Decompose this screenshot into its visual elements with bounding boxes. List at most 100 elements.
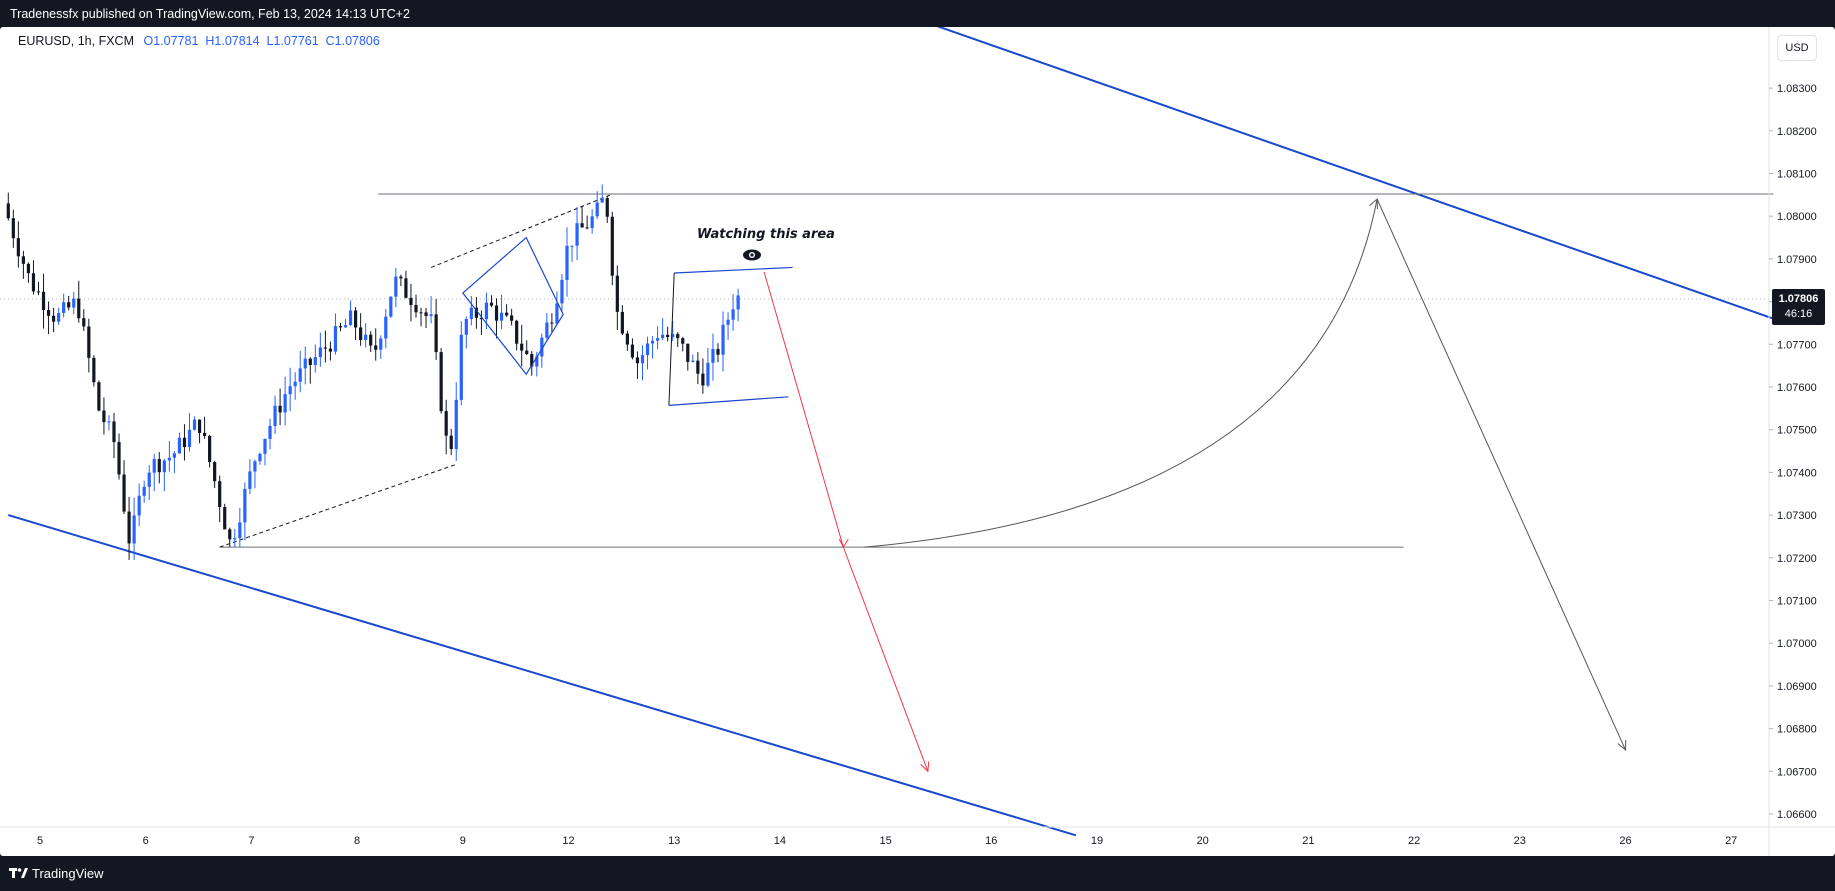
- candle-body: [298, 368, 302, 382]
- candle-bullish: [187, 413, 192, 452]
- candle-bullish: [459, 321, 463, 406]
- candle-bearish: [676, 332, 680, 347]
- candles-layer: [6, 184, 740, 560]
- candle-body: [313, 357, 317, 365]
- candle-body: [343, 325, 348, 328]
- footer-bar: TradingView: [0, 856, 1835, 891]
- candle-bullish: [293, 372, 297, 400]
- drawings-back-layer: [8, 27, 1774, 837]
- candle-body: [585, 227, 589, 229]
- candle-body: [364, 334, 368, 340]
- chart-panel[interactable]: Watching this area 1.08300 1.08200 1.08100…: [0, 27, 1835, 856]
- candle-body: [484, 302, 489, 320]
- candle-bullish: [318, 332, 322, 367]
- candle-body: [681, 338, 685, 344]
- price-tick-label: 1.07500: [1777, 425, 1817, 437]
- time-tick-label: 7: [248, 835, 254, 847]
- candle-body: [464, 319, 468, 335]
- candle-bearish: [359, 313, 363, 346]
- candle-bearish: [610, 211, 614, 286]
- chart-canvas[interactable]: Watching this area 1.08300 1.08200 1.08100…: [0, 27, 1835, 856]
- candle-body: [41, 291, 46, 310]
- candle-bullish: [343, 319, 348, 328]
- candle-bearish: [515, 319, 519, 351]
- candle-bearish: [36, 282, 41, 296]
- candle-bearish: [308, 357, 312, 384]
- candle-bullish: [691, 354, 695, 363]
- candle-body: [283, 394, 287, 413]
- price-tick-label: 1.07600: [1777, 382, 1817, 394]
- candle-body: [177, 437, 182, 454]
- candle-bullish: [560, 274, 564, 312]
- symbol-legend[interactable]: EURUSD, 1h, FXCM O1.07781 H1.07814 L1.07…: [18, 34, 380, 48]
- symbol-label[interactable]: EURUSD, 1h, FXCM: [18, 34, 134, 48]
- candle-body: [580, 223, 584, 228]
- candle-body: [404, 278, 408, 298]
- candle-bullish: [545, 313, 549, 340]
- candle-body: [21, 256, 25, 264]
- candle-body: [187, 429, 192, 448]
- candle-bullish: [389, 296, 393, 318]
- candle-bearish: [550, 313, 554, 333]
- candle-bearish: [67, 295, 71, 311]
- candle-body: [545, 322, 549, 338]
- candle-body: [454, 399, 458, 450]
- candle-bullish: [268, 418, 272, 450]
- candle-bullish: [655, 326, 660, 350]
- tradingview-logo-icon[interactable]: [9, 866, 29, 883]
- candle-body: [112, 421, 116, 443]
- candle-body: [51, 315, 56, 322]
- candle-body: [303, 358, 307, 369]
- candle-bullish: [565, 227, 569, 297]
- price-tick-label: 1.07200: [1777, 553, 1817, 565]
- candle-bearish: [414, 294, 418, 318]
- candle-bullish: [661, 318, 665, 341]
- candle-bullish: [540, 333, 544, 368]
- candle-body: [248, 471, 252, 489]
- time-tick-label: 8: [354, 835, 360, 847]
- candle-bearish: [620, 305, 624, 336]
- candle-body: [323, 347, 327, 349]
- candle-body: [6, 203, 10, 219]
- currency-button[interactable]: USD: [1777, 35, 1817, 61]
- candle-body: [640, 355, 645, 364]
- candle-body: [172, 453, 176, 458]
- candle-bearish: [46, 301, 51, 335]
- candle-body: [374, 345, 378, 350]
- candle-body: [167, 457, 171, 461]
- candle-body: [348, 310, 353, 326]
- candle-bearish: [449, 428, 453, 456]
- candle-bearish: [530, 351, 534, 376]
- annotation-text: Watching this area: [697, 227, 835, 242]
- candle-bearish: [102, 397, 106, 435]
- candle-body: [218, 481, 222, 508]
- bar-countdown: 46:16: [1784, 308, 1813, 320]
- candle-body: [494, 305, 499, 321]
- candle-bearish: [635, 351, 640, 379]
- candle-body: [379, 338, 383, 350]
- candle-body: [535, 356, 539, 367]
- candle-bullish: [706, 348, 710, 388]
- candle-bearish: [625, 330, 629, 351]
- candle-body: [716, 348, 720, 355]
- tradingview-brand[interactable]: TradingView: [32, 866, 104, 881]
- candle-body: [520, 343, 524, 351]
- candle-body: [731, 309, 735, 320]
- candle-bullish: [172, 450, 176, 473]
- candle-bearish: [479, 310, 484, 335]
- candle-bearish: [16, 221, 20, 268]
- candle-bullish: [726, 312, 730, 340]
- candle-bearish: [82, 309, 86, 331]
- candle-bearish: [369, 331, 373, 353]
- candle-body: [399, 276, 403, 279]
- candle-bearish: [409, 283, 413, 322]
- candle-body: [711, 348, 715, 363]
- candle-bearish: [197, 419, 202, 444]
- candle-body: [650, 340, 655, 344]
- candle-bullish: [731, 294, 735, 331]
- forecast-rally-arrow: [864, 199, 1378, 548]
- candle-bullish: [499, 294, 504, 330]
- time-tick-label: 19: [1091, 835, 1103, 847]
- candle-body: [600, 198, 604, 203]
- candle-bearish: [213, 460, 217, 489]
